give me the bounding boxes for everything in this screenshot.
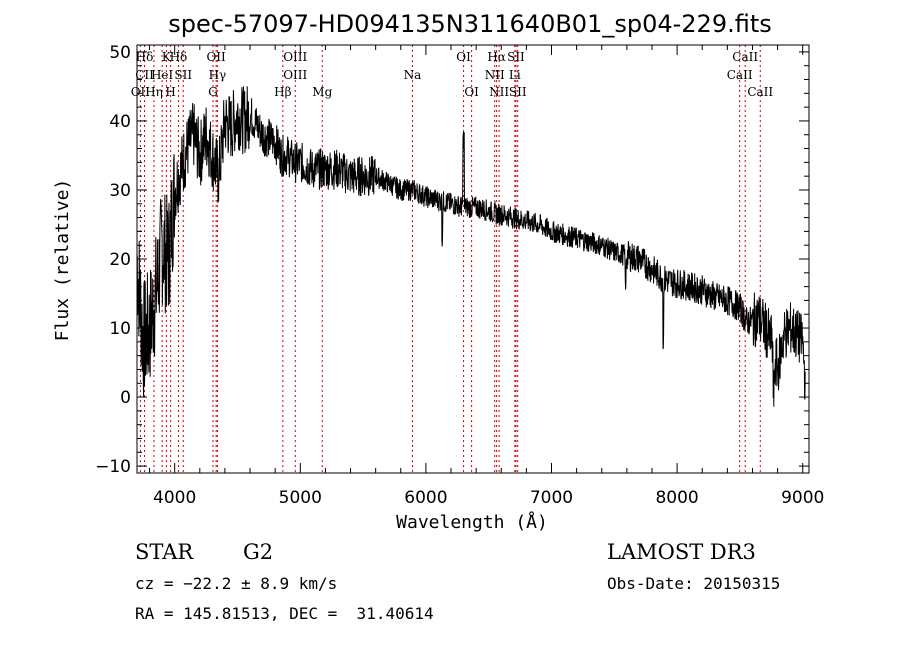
spectral-line-label: OI xyxy=(456,50,471,64)
spectral-line-label: NII xyxy=(489,85,509,99)
y-axis-label: Flux (relative) xyxy=(52,179,73,342)
x-tick-label: 5000 xyxy=(279,488,322,508)
spectral-line-label: OIII xyxy=(283,50,307,64)
spectral-line-label: NII xyxy=(485,68,505,82)
y-tick-label: 30 xyxy=(109,181,131,201)
y-tick-label: 0 xyxy=(120,388,131,408)
x-tick-label: 6000 xyxy=(404,488,447,508)
spectral-line-label: H xyxy=(165,85,175,99)
spectral-line-label: HeI xyxy=(151,68,174,82)
object-subclass: G2 xyxy=(243,540,274,564)
redshift-value: cz = −22.2 ± 8.9 km/s xyxy=(135,574,338,593)
y-tick-label: 50 xyxy=(109,43,131,63)
spectral-line-label: Li xyxy=(509,68,521,82)
x-tick-label: 4000 xyxy=(153,488,196,508)
spectrum-line xyxy=(136,86,806,407)
observation-date: Obs-Date: 20150315 xyxy=(607,574,781,593)
spectral-line-label: Na xyxy=(404,68,422,82)
spectral-line-label: G xyxy=(208,85,218,99)
spectral-line-label: CII xyxy=(135,68,154,82)
x-tick-label: 8000 xyxy=(655,488,698,508)
spectral-line-label: OII xyxy=(131,85,151,99)
spectral-line-label: Hα xyxy=(487,50,506,64)
spectral-line-label: Hβ xyxy=(274,85,291,99)
x-tick-label: 7000 xyxy=(530,488,573,508)
spectral-line-label: K xyxy=(162,50,172,64)
spectral-line-label: OII xyxy=(206,50,226,64)
object-class: STAR xyxy=(135,540,194,564)
x-axis-ticks: 4000 5000 6000 7000 8000 9000 xyxy=(149,45,824,508)
spectral-line-label: SII xyxy=(174,68,192,82)
chart-title: spec-57097-HD094135N311640B01_sp04-229.f… xyxy=(168,10,772,38)
spectral-line-label: OIII xyxy=(283,68,307,82)
survey-name: LAMOST DR3 xyxy=(607,540,756,564)
spectral-line-label: Mg xyxy=(312,85,332,99)
x-axis-label: Wavelength (Å) xyxy=(396,511,548,533)
y-tick-label: −10 xyxy=(95,457,131,477)
coordinates: RA = 145.81513, DEC = 31.40614 xyxy=(135,604,434,623)
spectral-line-label: SII xyxy=(509,85,527,99)
y-tick-label: 10 xyxy=(109,319,131,339)
y-tick-label: 40 xyxy=(109,112,131,132)
spectral-line-label: CaII xyxy=(732,50,758,64)
spectral-line-label: Hγ xyxy=(209,68,227,82)
spectral-line-label: CaII xyxy=(747,85,773,99)
spectral-line-label: SII xyxy=(507,50,525,64)
spectral-line-label: Hδ xyxy=(136,50,154,64)
y-tick-label: 20 xyxy=(109,250,131,270)
spectral-line-label: OI xyxy=(464,85,479,99)
spectral-line-label: Hδ xyxy=(170,50,188,64)
spectral-line-label: CaII xyxy=(727,68,753,82)
y-axis-ticks: −10 0 10 20 30 40 50 xyxy=(95,43,809,477)
x-tick-label: 9000 xyxy=(781,488,824,508)
spectral-line-markers xyxy=(139,45,761,473)
spectral-line-label: Hη xyxy=(145,85,163,99)
